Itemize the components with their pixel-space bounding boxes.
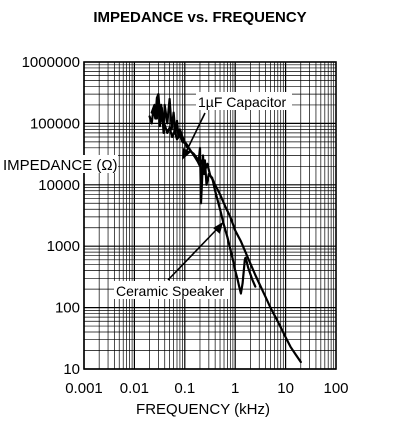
capacitor-label-bg [196,92,292,110]
series-line-2 [150,97,257,295]
x-tick-label: 0.1 [174,380,195,397]
ylabel-bg [2,155,118,173]
plot-frame [83,61,337,370]
speaker-arrow-line [167,227,219,281]
x-tick-label: 10 [277,380,294,397]
capacitor-arrowhead [182,148,191,160]
speaker-arrowhead [213,222,223,234]
x-tick-label: 0.01 [120,380,149,397]
y-tick-label: 10 [63,361,80,378]
y-tick-label: 100000 [30,115,80,132]
speaker-label-bg [114,281,230,299]
y-axis-label: IMPEDANCE (Ω) [3,157,118,174]
capacitor-label: 1µF Capacitor [198,94,287,110]
series-group [148,92,302,364]
y-tick-label: 1000000 [22,54,80,71]
tick-labels: 0.001 0.01 0.1 1 10 100 1000000 100000 10000 1000… [22,54,349,397]
x-tick-label: 1 [231,380,239,397]
y-tick-label: 10000 [38,177,80,194]
x-tick-label: 100 [323,380,348,397]
y-tick-label: 100 [55,300,80,317]
y-tick-label: 1000 [47,238,80,255]
speaker-label: Ceramic Speaker [116,283,224,299]
x-axis-label: FREQUENCY (kHz) [136,401,270,418]
x-tick-label: 0.001 [65,380,103,397]
chart-title: IMPEDANCE vs. FREQUENCY [93,9,306,26]
capacitor-arrow-line [185,112,206,153]
annotation-group: 1µF Capacitor Ceramic Speaker [114,92,292,299]
